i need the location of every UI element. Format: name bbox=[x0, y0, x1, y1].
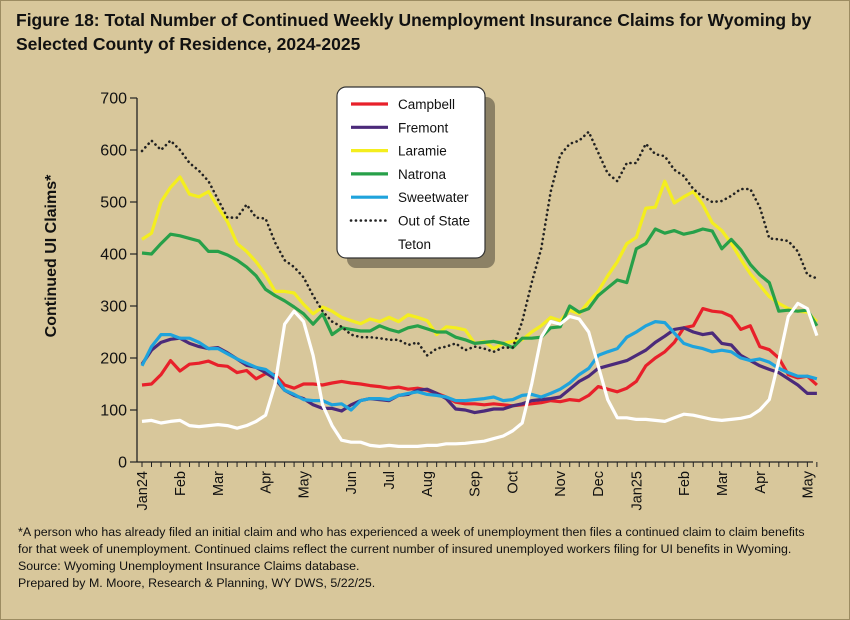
legend-label-out-of-state: Out of State bbox=[398, 214, 470, 229]
x-tick-label: Oct bbox=[506, 471, 522, 494]
series-layer bbox=[140, 130, 819, 448]
footnote-definition-line2: for that week of unemployment. Continued… bbox=[18, 542, 792, 556]
y-tick-label: 300 bbox=[100, 299, 127, 316]
figure-title: Figure 18: Total Number of Continued Wee… bbox=[16, 10, 812, 54]
legend-label-teton: Teton bbox=[398, 237, 431, 252]
x-tick-label: Nov bbox=[553, 470, 569, 497]
y-tick-label: 500 bbox=[100, 195, 127, 212]
legend-label-campbell: Campbell bbox=[398, 97, 455, 112]
footnote-source: Source: Wyoming Unemployment Insurance C… bbox=[18, 559, 360, 573]
y-tick-label: 400 bbox=[100, 247, 127, 264]
legend-label-fremont: Fremont bbox=[398, 120, 449, 135]
x-tick-label: Dec bbox=[591, 471, 607, 497]
legend-label-sweetwater: Sweetwater bbox=[398, 190, 469, 205]
legend-label-natrona: Natrona bbox=[398, 167, 447, 182]
legend: Campbell Fremont Laramie Natrona Sweetwater O… bbox=[336, 86, 495, 268]
series-line-out-of-state bbox=[140, 130, 819, 357]
series-line-sweetwater bbox=[140, 320, 818, 412]
x-tick-label: Jan24 bbox=[135, 471, 151, 511]
footnote-definition-line1: *A person who has already filed an initi… bbox=[18, 525, 805, 539]
x-tick-label: Sep bbox=[468, 471, 484, 497]
y-tick-label: 100 bbox=[100, 403, 127, 420]
x-tick-label: Aug bbox=[420, 471, 436, 497]
x-tick-label: Feb bbox=[173, 471, 189, 496]
x-tick-label: Feb bbox=[677, 471, 693, 496]
series-line-teton bbox=[141, 301, 819, 448]
legend-items: Campbell Fremont Laramie Natrona Sweetwater O… bbox=[349, 97, 470, 252]
x-tick-label: Jan25 bbox=[629, 471, 645, 511]
y-axis-title: Continued UI Claims* bbox=[43, 174, 60, 337]
x-tick-label: May bbox=[800, 470, 816, 498]
y-tick-label: 700 bbox=[100, 91, 127, 108]
x-tick-label: Apr bbox=[753, 471, 769, 494]
x-tick-label: Mar bbox=[715, 471, 731, 496]
y-tick-label: 0 bbox=[118, 455, 127, 472]
y-tick-label: 200 bbox=[100, 351, 127, 368]
footnote: *A person who has already filed an initi… bbox=[18, 524, 833, 592]
x-tick-label: Mar bbox=[211, 471, 227, 496]
series-line-natrona bbox=[141, 227, 819, 350]
footnote-prepared-by: Prepared by M. Moore, Research & Plannin… bbox=[18, 576, 376, 590]
y-axis: 0 100 200 300 400 500 600 700 bbox=[100, 91, 138, 472]
x-tick-label: Apr bbox=[259, 471, 275, 494]
x-tick-label: Jul bbox=[382, 471, 398, 490]
series-line-campbell bbox=[141, 307, 818, 408]
x-axis: Jan24 Feb Mar Apr May Jun Jul Aug Sep Oct Nov Dec Ja… bbox=[135, 461, 818, 511]
legend-label-laramie: Laramie bbox=[398, 144, 447, 159]
y-tick-label: 600 bbox=[100, 143, 127, 160]
x-tick-label: May bbox=[297, 470, 313, 498]
x-tick-label: Jun bbox=[344, 471, 360, 494]
